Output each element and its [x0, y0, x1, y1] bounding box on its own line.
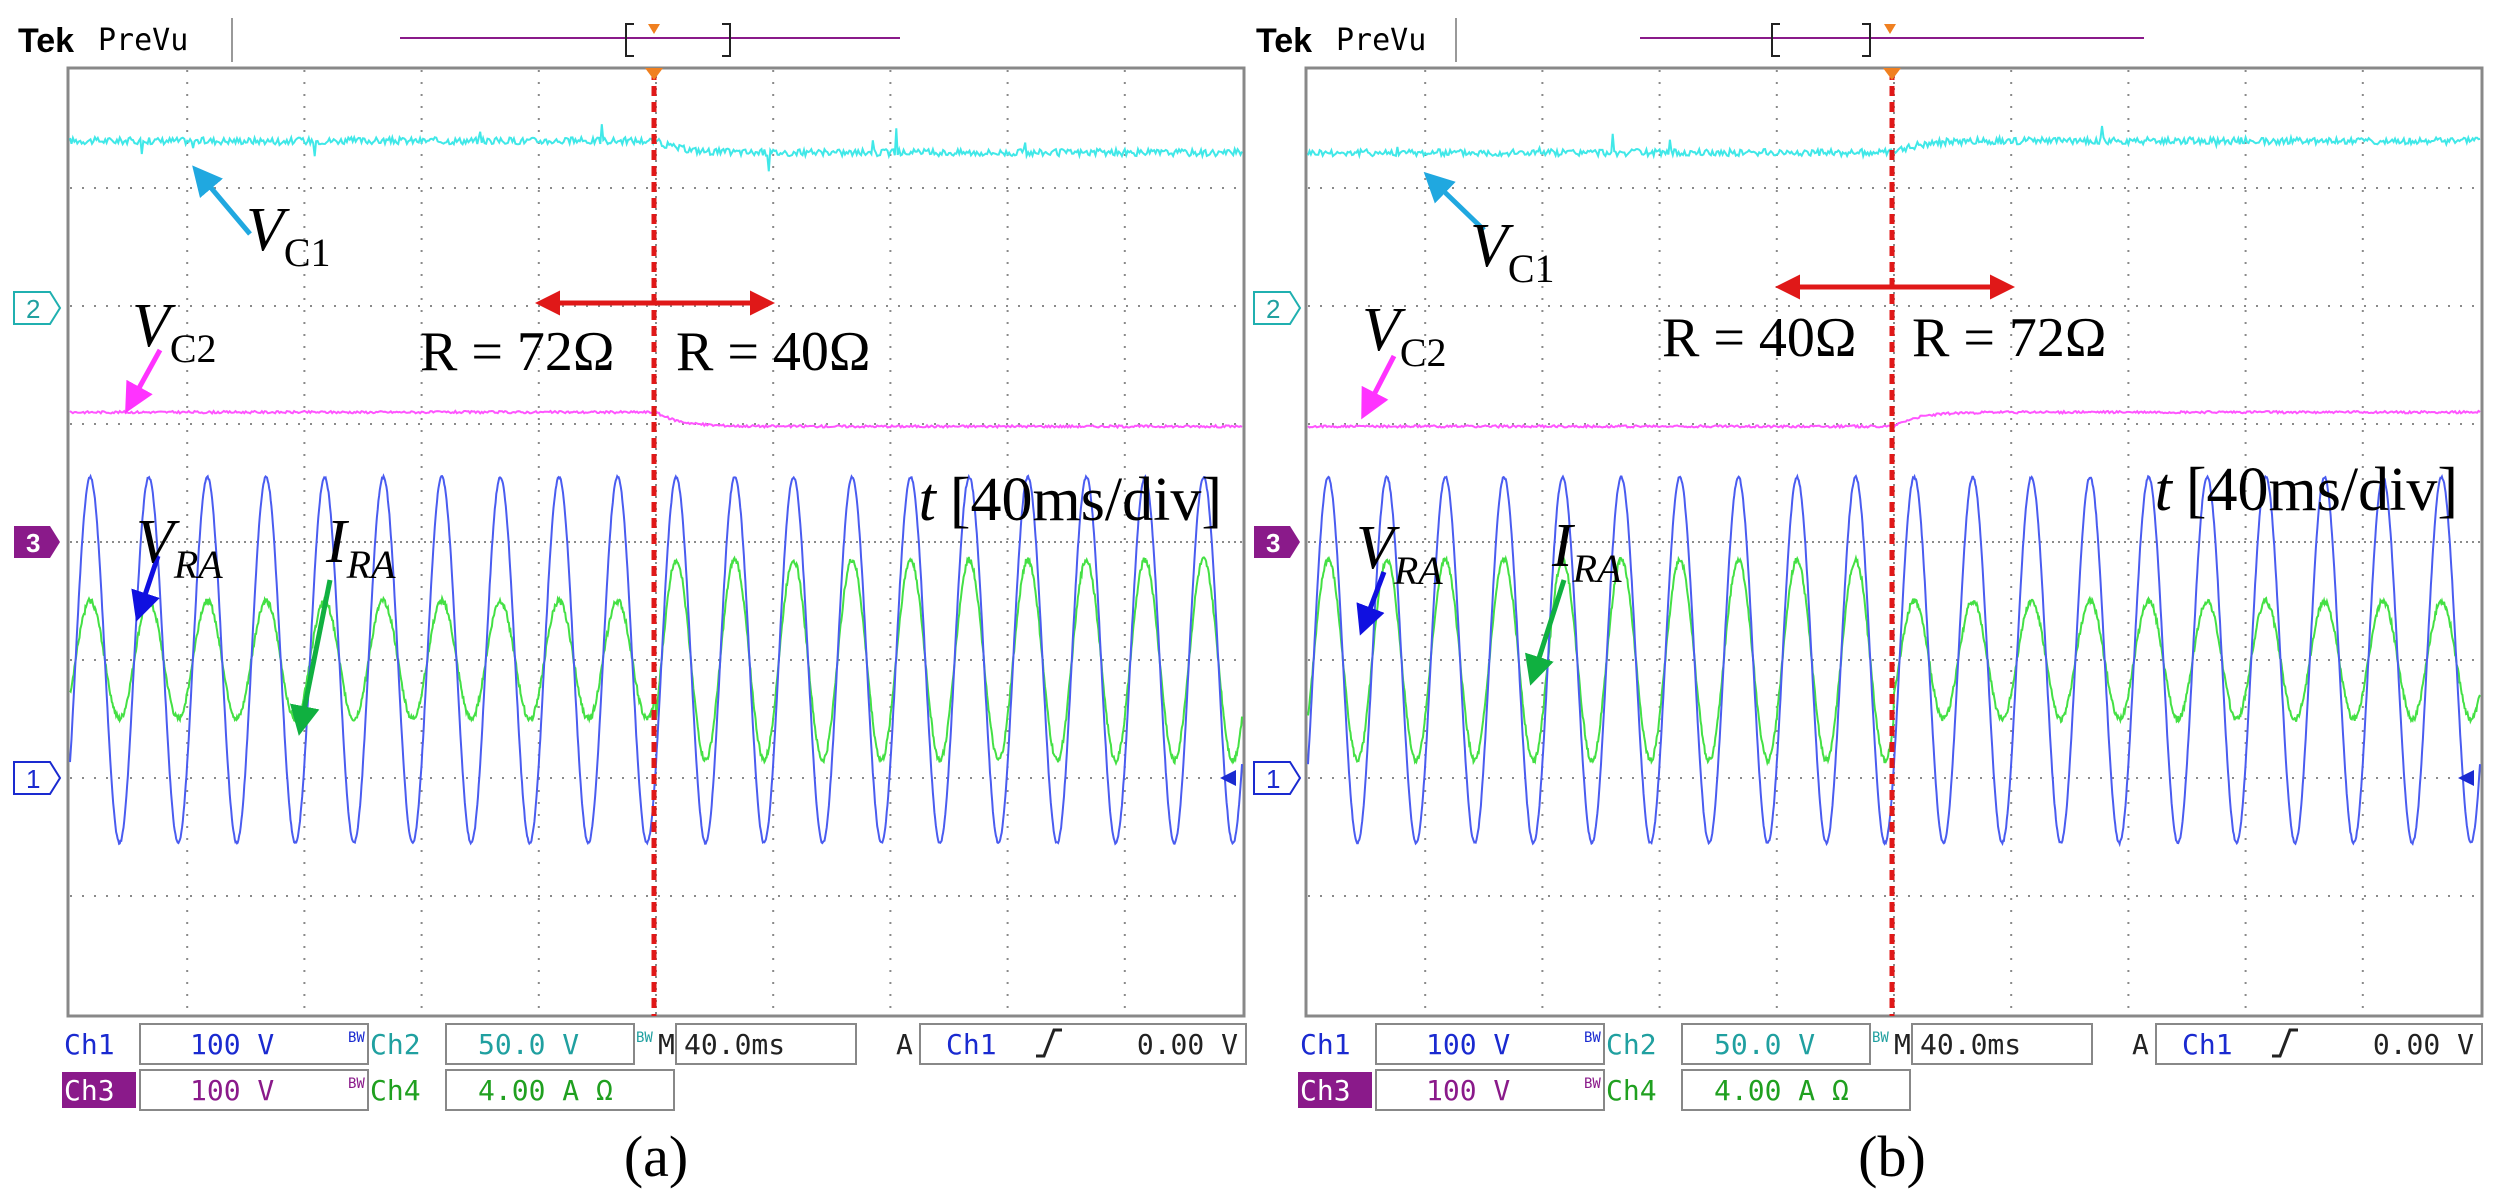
vc2-arrow — [125, 348, 163, 414]
ch3-label: Ch3 — [1300, 1074, 1351, 1107]
rising-edge-icon — [2272, 1028, 2298, 1058]
vc1-arrow — [1423, 171, 1486, 232]
timebase-value: 40.0ms — [1920, 1028, 2021, 1061]
timebase-value: 40.0ms — [684, 1028, 785, 1061]
trigger-a-label: A — [2132, 1028, 2149, 1061]
svg-text:2: 2 — [1266, 294, 1280, 324]
vra-arrow — [1356, 571, 1387, 636]
ch3-bw-icon: BW — [1584, 1076, 1601, 1092]
ch1-scale: 100 V — [1426, 1028, 1510, 1061]
r-after-label: R = 40Ω — [676, 321, 871, 383]
ch3-marker: 3 — [14, 526, 60, 558]
vc1-label: VC1 — [1470, 212, 1555, 291]
prevu-label: PreVu — [1336, 23, 1426, 58]
vc1-arrow — [192, 165, 252, 236]
ch2-scale: 50.0 V — [478, 1028, 579, 1061]
svg-text:1: 1 — [1266, 764, 1280, 794]
vc2-arrow — [1361, 354, 1397, 420]
ira-label: IRA — [1551, 512, 1622, 591]
record-window — [625, 23, 731, 57]
ch3-marker: 3 — [1254, 526, 1300, 558]
ch1-marker: 1 — [13, 761, 62, 795]
trigger-source: Ch1 — [2182, 1028, 2233, 1061]
ch3-scale: 100 V — [1426, 1074, 1510, 1107]
ch3-label: Ch3 — [64, 1074, 115, 1107]
ch1-marker: 1 — [1253, 761, 1302, 795]
trigger-level-icon — [1220, 770, 1236, 786]
r-before-label: R = 72Ω — [420, 321, 615, 383]
ch1-label: Ch1 — [64, 1028, 115, 1061]
ira-label: IRA — [325, 508, 396, 587]
panel-a: Tek PreVu 2 3 1 VC1 — [13, 18, 1247, 1189]
trigger-source: Ch1 — [946, 1028, 997, 1061]
ch4-scale: 4.00 A Ω — [1714, 1074, 1849, 1107]
ch2-label: Ch2 — [370, 1028, 421, 1061]
vc2-label: VC2 — [1362, 296, 1447, 375]
trigger-point-icon — [1883, 68, 1901, 80]
timebase-label: t [40ms/div] — [2155, 456, 2458, 524]
vc2-label: VC2 — [132, 292, 217, 371]
vra-label: VRA — [1356, 514, 1443, 593]
tek-brand: Tek — [18, 22, 74, 60]
vra-label: VRA — [136, 508, 223, 587]
caption-b: (b) — [1858, 1124, 1926, 1189]
ch4-label: Ch4 — [1606, 1074, 1657, 1107]
ch1-scale: 100 V — [190, 1028, 274, 1061]
ch3-scale: 100 V — [190, 1074, 274, 1107]
ch1-bw-icon: BW — [348, 1030, 365, 1046]
ch2-marker: 2 — [1253, 291, 1302, 325]
m-label: M — [1894, 1028, 1911, 1061]
m-label: M — [658, 1028, 675, 1061]
ch4-scale: 4.00 A Ω — [478, 1074, 613, 1107]
ch3-bw-icon: BW — [348, 1076, 365, 1092]
trigger-pos-icon — [1884, 24, 1896, 34]
vc1-label: VC1 — [246, 196, 331, 275]
trigger-level-icon — [2458, 770, 2474, 786]
ch2-marker: 2 — [13, 291, 62, 325]
tek-brand: Tek — [1256, 22, 1312, 60]
prevu-label: PreVu — [98, 23, 188, 58]
ira-arrow — [289, 579, 333, 736]
ch2-bw-icon: BW — [636, 1030, 653, 1046]
trigger-level: 0.00 V — [2373, 1028, 2474, 1061]
ch2-scale: 50.0 V — [1714, 1028, 1815, 1061]
ira-trace — [1307, 554, 2481, 767]
ira-arrow — [1525, 579, 1567, 686]
trigger-point-icon — [645, 68, 663, 80]
ch4-label: Ch4 — [370, 1074, 421, 1107]
trigger-a-label: A — [896, 1028, 913, 1061]
r-before-label: R = 40Ω — [1662, 307, 1857, 369]
ch2-label: Ch2 — [1606, 1028, 1657, 1061]
ch1-bw-icon: BW — [1584, 1030, 1601, 1046]
vra-arrow — [131, 555, 161, 622]
trigger-level: 0.00 V — [1137, 1028, 1238, 1061]
svg-text:2: 2 — [26, 294, 40, 324]
svg-text:3: 3 — [26, 528, 40, 558]
rising-edge-icon — [1036, 1028, 1062, 1058]
caption-a: (a) — [624, 1124, 688, 1189]
r-after-label: R = 72Ω — [1912, 307, 2107, 369]
panel-b: Tek PreVu 2 3 1 VC1 VC2 R = — [1253, 18, 2484, 1189]
status-bar: Ch1 100 V BW Ch2 50.0 V BW M 40.0ms A Ch… — [62, 1023, 1247, 1111]
trigger-pos-icon — [648, 24, 660, 34]
record-window — [1771, 23, 1871, 57]
ch1-label: Ch1 — [1300, 1028, 1351, 1061]
ch2-bw-icon: BW — [1872, 1030, 1889, 1046]
status-bar: Ch1 100 V BW Ch2 50.0 V BW M 40.0ms A Ch… — [1298, 1023, 2483, 1111]
timebase-label: t [40ms/div] — [919, 466, 1222, 534]
graticule — [70, 70, 1242, 1014]
svg-text:1: 1 — [26, 764, 40, 794]
svg-text:3: 3 — [1266, 528, 1280, 558]
